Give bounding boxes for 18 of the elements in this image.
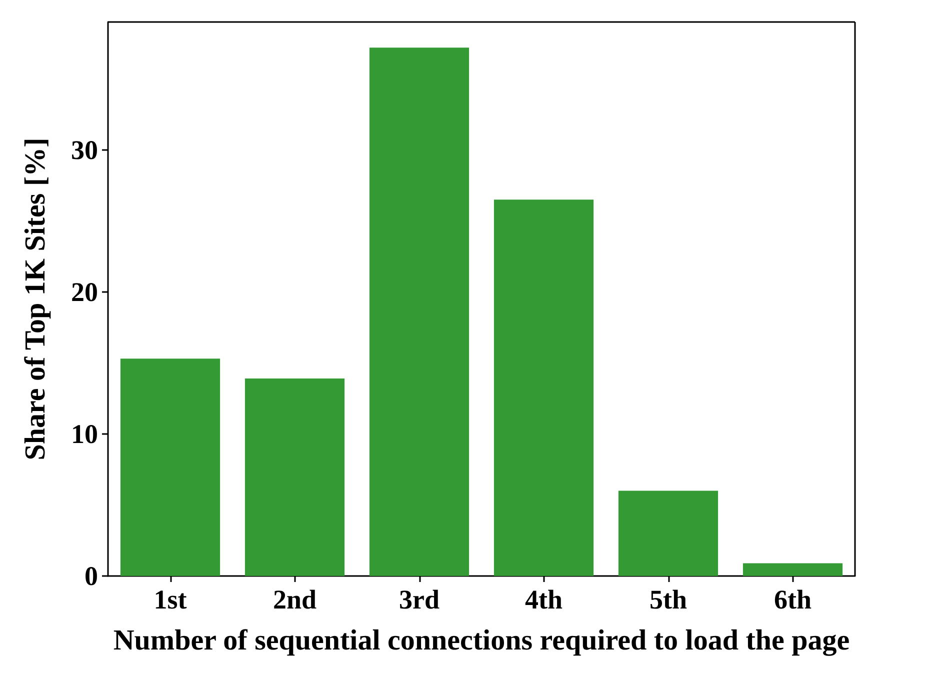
- x-tick-label: 5th: [649, 584, 688, 614]
- bar: [244, 378, 345, 576]
- y-tick-label: 30: [71, 134, 98, 165]
- bar: [120, 358, 220, 576]
- x-axis-title: Number of sequential connections required to load the page: [113, 624, 850, 656]
- x-tick-label: 2nd: [272, 584, 317, 614]
- x-tick-label: 4th: [524, 584, 563, 614]
- x-tick-label: 1st: [154, 584, 187, 614]
- y-axis-title: Share of Top 1K Sites [%]: [20, 138, 52, 460]
- y-tick-label: 0: [84, 561, 98, 591]
- y-tick-label: 10: [71, 418, 98, 449]
- bar: [742, 563, 843, 576]
- bar: [494, 200, 594, 576]
- bar: [618, 490, 718, 576]
- x-tick-label: 3rd: [399, 584, 440, 614]
- y-tick-label: 20: [71, 276, 98, 307]
- bar: [369, 48, 470, 576]
- x-tick-label: 6th: [774, 584, 812, 614]
